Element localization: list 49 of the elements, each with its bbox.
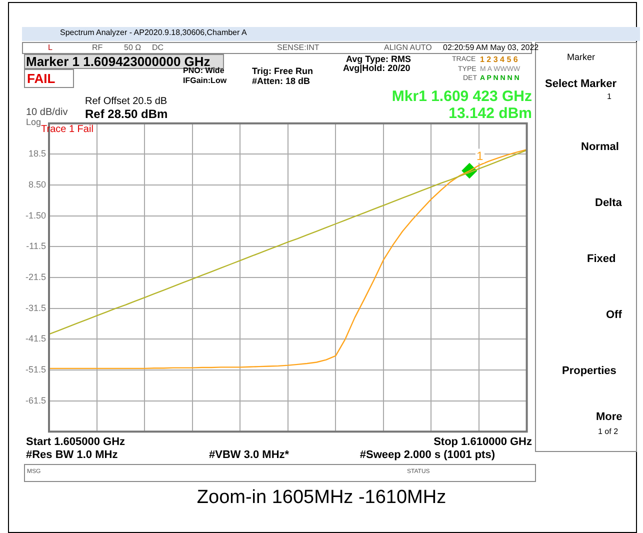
text: #Res BW 1.0 MHz [26,449,118,461]
text: Start 1.605000 GHz [26,436,126,448]
text: 13.142 dBm [448,105,532,122]
y-tick-label: -21.5 [25,272,46,282]
y-tick-label: 18.5 [28,148,46,159]
text: 1 [607,92,612,101]
text: Log [26,117,42,127]
text: Ref Offset 20.5 dB [85,96,168,107]
text: 1 of 2 [598,427,618,436]
text: Select Marker [545,78,617,90]
text: IFGain:Low [183,76,227,85]
text: #VBW 3.0 MHz* [209,449,290,461]
text: 02:20:59 AM May 03, 2022 [443,43,539,52]
text: Zoom-in 1605MHz -1610MHz [196,487,448,508]
text: 50 Ω [124,43,142,52]
text: #Atten: 18 dB [252,76,310,86]
text: ALIGN AUTO [384,43,432,52]
y-tick-label: -31.5 [25,302,46,313]
y-tick-label: -1.50 [25,210,46,220]
text: Stop 1.610000 GHz [434,436,532,448]
text: Trig: Free Run [252,66,314,76]
text: Mkr1 1.609 423 GHz [392,88,532,105]
series-label: 1 [476,149,484,164]
y-tick-label: 8.50 [28,180,46,190]
text: Delta [595,197,622,209]
text: 10 dB/div [26,107,68,118]
text: Avg Type: RMS [346,54,412,64]
text: RF [92,43,103,52]
y-tick-label: -61.5 [25,395,46,406]
y-tick-label: -11.5 [26,241,46,252]
text: PNO: Wide [183,66,224,75]
text: 1 2 3 4 5 6 [480,55,518,64]
y-tick-label: -51.5 [25,364,46,374]
text: #Sweep 2.000 s (1001 pts) [360,449,495,461]
text: Off [606,309,622,321]
text: Properties [562,365,616,377]
text: L [48,43,52,52]
text: Ref 28.50 dBm [85,107,168,121]
text: FAIL [27,71,56,86]
text: Avg|Hold: 20/20 [343,63,410,73]
y-tick-label: -41.5 [25,334,46,344]
text: More [596,411,622,423]
text: Normal [581,141,619,153]
annotation: Trace 1 Fail [41,124,94,135]
text: Marker [567,52,596,62]
text: Fixed [587,253,616,265]
text: DC [152,43,164,52]
text: Spectrum Analyzer - AP2020.9.18,30606,Chamber A [60,28,247,37]
text: SENSE:INT [277,43,320,52]
